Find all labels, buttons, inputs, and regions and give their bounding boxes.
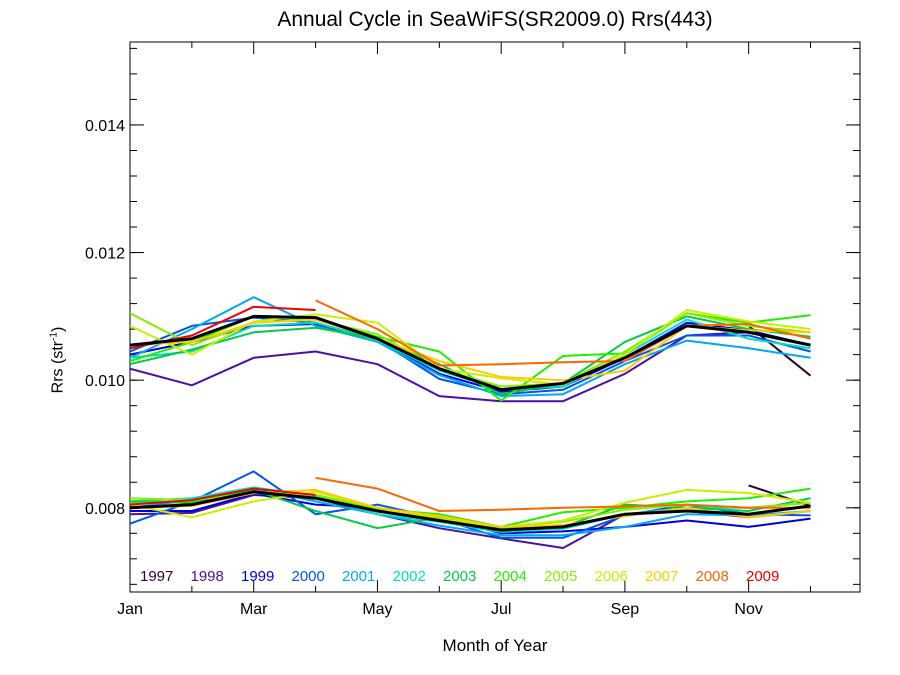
legend-entry: 2005 [544, 568, 577, 585]
legend-entry: 2003 [443, 568, 476, 585]
mean-line-lower [130, 490, 811, 532]
series-line-lower [130, 470, 811, 539]
series-line-upper [315, 299, 811, 367]
series-group [130, 296, 812, 549]
legend-entry: 2008 [696, 568, 729, 585]
legend-entry: 1999 [241, 568, 274, 585]
legend-entry: 2009 [746, 568, 779, 585]
series-line-upper [130, 321, 811, 393]
series-line-lower [130, 488, 811, 528]
y-tick-label: 0.008 [85, 501, 125, 518]
x-tick-label: May [362, 601, 392, 618]
legend-entry: 2007 [645, 568, 678, 585]
y-axis-label-main: Rrs (str [49, 340, 67, 394]
x-tick-label: Nov [734, 601, 762, 618]
y-axis-label-sup: -1 [48, 331, 60, 341]
x-tick-label: Jul [491, 601, 511, 618]
mean-line-upper [130, 314, 811, 392]
x-tick-label: Mar [240, 601, 268, 618]
series-line-lower [748, 484, 811, 507]
x-tick-label: Sep [611, 601, 640, 618]
y-tick-label: 0.010 [85, 373, 125, 390]
chart-title: Annual Cycle in SeaWiFS(SR2009.0) Rrs(44… [277, 8, 713, 31]
series-line-upper [130, 309, 811, 386]
legend-entry: 2002 [393, 568, 426, 585]
y-tick-label: 0.012 [85, 246, 125, 263]
series-line-upper [130, 296, 811, 398]
y-tick-label: 0.014 [85, 118, 125, 135]
plot-frame [129, 41, 861, 593]
legend-entry: 2000 [292, 568, 325, 585]
legend-entry: 1998 [191, 568, 224, 585]
legend-entry: 2001 [342, 568, 375, 585]
y-axis-label-close: ) [49, 326, 67, 332]
legend-entry: 1997 [140, 568, 173, 585]
legend-entry: 2004 [494, 568, 527, 585]
x-tick-label: Jan [117, 601, 143, 618]
y-axis-label: Rrs (str-1) [48, 327, 67, 394]
series-line-lower [315, 476, 811, 512]
series-line-lower [130, 487, 316, 506]
legend-entry: 2006 [595, 568, 628, 585]
x-axis-label: Month of Year [442, 636, 548, 655]
y-axis-label-wrap: Rrs (str-1) [14, 270, 94, 450]
